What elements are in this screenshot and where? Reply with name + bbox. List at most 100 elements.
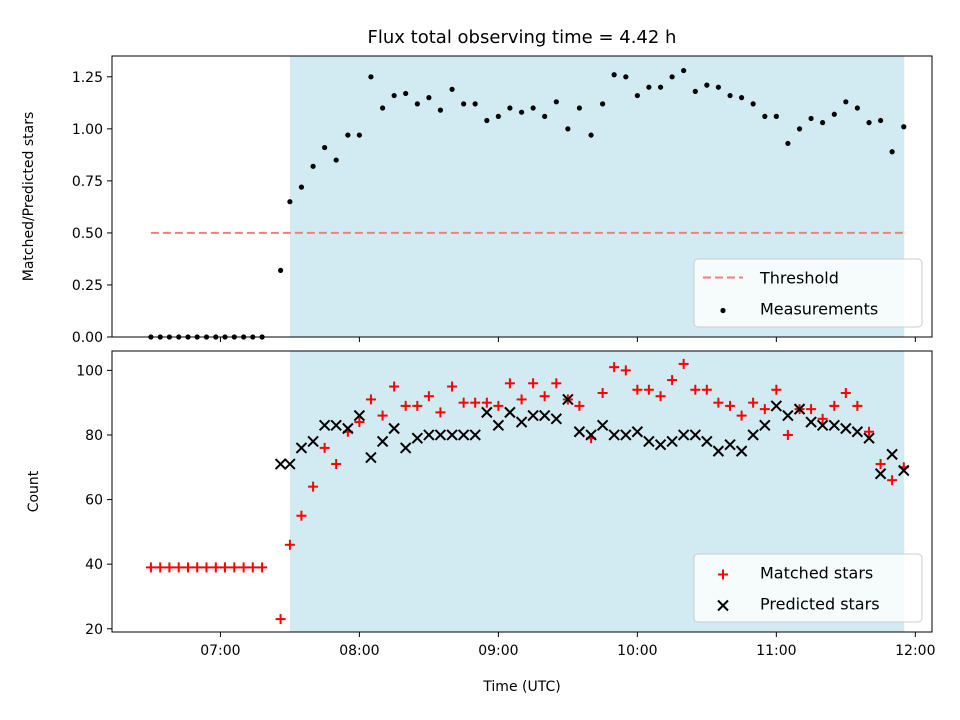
data-point-b — [527, 409, 539, 422]
count-panel: 20 40 60 80 100 07:00 08:00 09:00 10:00 11:00 12:0… — [26, 350, 936, 659]
data-point — [528, 378, 539, 389]
data-point — [284, 458, 296, 470]
data-point-b — [388, 422, 400, 435]
legend-label: Threshold — [759, 269, 839, 288]
data-point — [806, 404, 817, 415]
data-point-b — [851, 426, 864, 438]
data-point — [600, 101, 606, 107]
data-point-b — [307, 435, 319, 448]
x-tick-label: 09:00 — [478, 643, 518, 659]
data-point — [423, 429, 435, 441]
data-point-b — [608, 429, 620, 441]
data-point — [864, 426, 875, 437]
data-point — [539, 391, 550, 402]
data-point — [620, 365, 631, 376]
data-point — [333, 157, 339, 163]
data-point-b — [376, 435, 389, 448]
axes-frame — [111, 55, 933, 338]
data-point — [750, 101, 756, 107]
data-point — [192, 562, 203, 573]
data-point — [585, 429, 597, 441]
data-point — [507, 105, 513, 111]
data-point — [666, 435, 678, 448]
data-point — [504, 406, 516, 419]
data-point — [411, 432, 424, 444]
data-point — [551, 378, 562, 389]
data-point-b — [677, 429, 690, 441]
data-point — [389, 381, 400, 392]
data-point — [469, 429, 481, 441]
data-point-b — [701, 435, 713, 448]
data-point — [735, 445, 748, 457]
data-point — [623, 74, 629, 80]
data-point — [365, 451, 377, 464]
data-point — [472, 101, 478, 107]
data-point — [481, 397, 492, 408]
data-point — [322, 144, 328, 151]
data-point — [238, 562, 249, 573]
legend: Matched stars Predicted stars — [693, 553, 923, 623]
data-point — [875, 459, 886, 470]
y-tick-label: 0.50 — [72, 226, 103, 242]
data-point — [437, 107, 444, 113]
data-point — [412, 400, 423, 411]
data-point — [492, 419, 505, 431]
data-point — [565, 126, 571, 132]
data-point-b — [840, 422, 852, 435]
data-point-b — [689, 429, 702, 441]
data-point — [434, 429, 447, 441]
data-point — [287, 199, 293, 205]
data-point — [863, 432, 875, 444]
data-point — [495, 113, 501, 119]
data-point — [277, 267, 284, 273]
data-point — [727, 92, 733, 99]
data-point — [701, 435, 713, 448]
data-point — [631, 426, 644, 438]
y-tick-label: 0.25 — [72, 278, 103, 294]
data-point-b — [342, 422, 354, 435]
series-predicted-stars — [274, 393, 910, 480]
data-point-b — [399, 442, 412, 454]
legend-label: Matched stars — [760, 564, 873, 583]
data-point — [345, 132, 351, 138]
legend: Threshold Measurements — [693, 258, 923, 328]
data-point — [274, 458, 287, 470]
data-point-b — [423, 429, 435, 441]
data-point-b — [411, 432, 424, 444]
data-point — [457, 429, 470, 441]
axes-frame — [111, 350, 933, 633]
data-point — [446, 429, 458, 441]
data-point — [643, 435, 655, 448]
data-point-b — [898, 464, 910, 477]
data-point — [736, 410, 747, 421]
data-point — [342, 422, 354, 435]
data-point — [201, 562, 212, 573]
data-point — [330, 419, 342, 431]
data-point — [808, 115, 814, 122]
data-point — [632, 384, 643, 395]
data-point-b — [770, 400, 783, 412]
data-point — [368, 74, 374, 80]
data-point-b — [573, 426, 586, 438]
data-point — [284, 539, 295, 550]
x-tick-label: 08:00 — [339, 643, 379, 659]
chart-title: Flux total observing time = 4.42 h — [368, 27, 677, 48]
data-point — [851, 426, 864, 438]
data-point — [805, 416, 817, 428]
data-point-b — [481, 406, 493, 419]
data-point — [828, 419, 841, 431]
data-point-b — [631, 426, 644, 438]
y-tick-label: 80 — [85, 428, 103, 444]
data-point-b — [318, 419, 331, 431]
legend-marker — [718, 569, 728, 580]
data-point-b — [365, 451, 377, 464]
x-tick-label: 07:00 — [200, 643, 240, 659]
data-point — [400, 400, 411, 411]
data-point-b — [782, 409, 794, 422]
data-point-b — [759, 419, 771, 431]
data-point — [782, 429, 793, 440]
data-point — [785, 140, 791, 147]
data-point — [399, 442, 412, 454]
legend-label: Measurements — [760, 300, 878, 319]
data-point — [155, 562, 166, 573]
